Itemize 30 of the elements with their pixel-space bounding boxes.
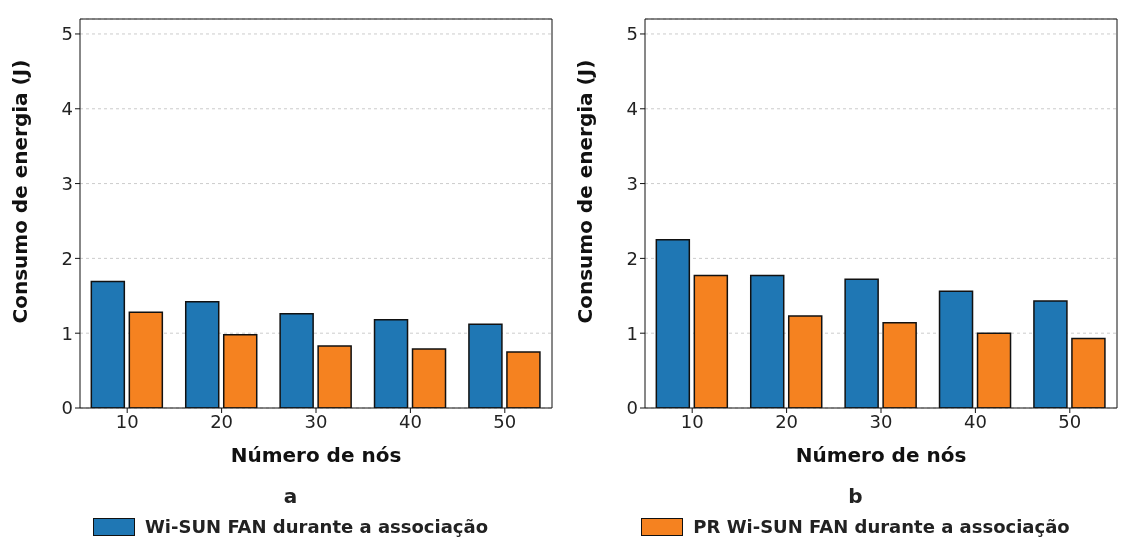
x-tick-label: 10: [680, 410, 704, 432]
x-tick-label: 30: [304, 410, 328, 432]
y-tick-label: 4: [626, 98, 638, 120]
y-tick-label: 2: [626, 247, 638, 269]
y-tick-label: 5: [626, 23, 638, 45]
legend-label: Wi-SUN FAN durante a associação: [144, 516, 489, 537]
text: a: [282, 484, 299, 508]
y-tick-label: 2: [61, 247, 73, 269]
y-tick-label: 3: [61, 172, 73, 194]
y-tick-label: 5: [61, 23, 73, 45]
y-axis-title: Consumo de energia (J): [8, 59, 33, 324]
x-tick-label: 30: [869, 410, 893, 432]
legend-label: PR Wi-SUN FAN durante a associação: [693, 516, 1070, 537]
y-tick-label: 3: [626, 172, 638, 194]
x-axis-title: Número de nós: [795, 443, 967, 467]
x-tick-label: 50: [493, 410, 517, 432]
y-tick-label: 4: [61, 98, 73, 120]
x-tick-label: 50: [1058, 410, 1082, 432]
x-tick-label: 40: [963, 410, 987, 432]
y-axis-title: Consumo de energia (J): [573, 59, 598, 324]
y-tick-label: 1: [626, 322, 638, 344]
x-tick-label: 20: [775, 410, 799, 432]
y-tick-label: 1: [61, 322, 73, 344]
x-tick-label: 20: [210, 410, 234, 432]
y-tick-label: 0: [61, 397, 73, 419]
x-tick-label: 40: [398, 410, 422, 432]
y-tick-label: 0: [626, 397, 638, 419]
x-axis-title: Número de nós: [230, 443, 402, 467]
x-tick-label: 10: [115, 410, 139, 432]
text: b: [847, 484, 864, 508]
